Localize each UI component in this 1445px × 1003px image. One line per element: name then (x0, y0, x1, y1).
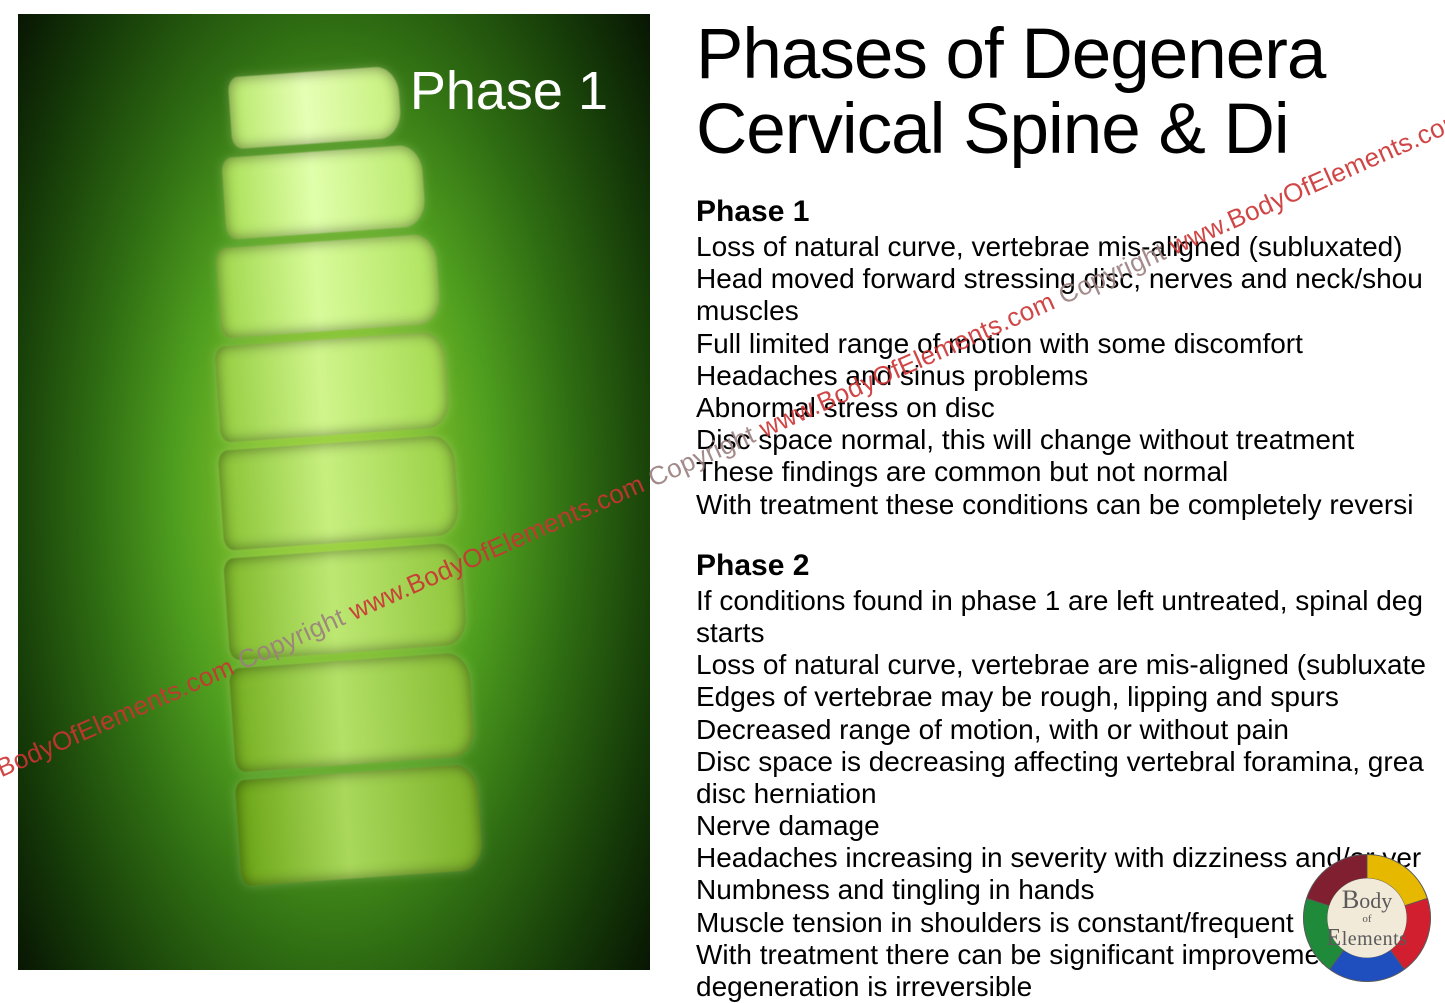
logo-word-elements: Elements (1327, 926, 1408, 950)
phase-line: Loss of natural curve, vertebrae are mis… (696, 649, 1445, 681)
phase-line: Head moved forward stressing disc, nerve… (696, 263, 1445, 295)
phase-heading: Phase 1 (696, 195, 1445, 229)
phase-line: Disc space is decreasing affecting verte… (696, 746, 1445, 778)
left-column: Phase 1 (0, 0, 670, 994)
page: Phase 1 Phases of Degenera Cervical Spin… (0, 0, 1445, 994)
phase-line: Loss of natural curve, vertebrae mis-ali… (696, 231, 1445, 263)
vertebra (228, 66, 403, 150)
phase-line: Disc space normal, this will change with… (696, 424, 1445, 456)
vertebra (214, 331, 450, 443)
xray-image: Phase 1 (18, 14, 650, 970)
vertebra (221, 144, 426, 240)
phase-line: Full limited range of motion with some d… (696, 328, 1445, 360)
logo-word-body: Body (1342, 886, 1393, 912)
vertebra (223, 543, 468, 661)
phase-line: disc herniation (696, 778, 1445, 810)
phase-line: muscles (696, 295, 1445, 327)
phase-line: These findings are common but not normal (696, 456, 1445, 488)
phase-line: starts (696, 617, 1445, 649)
brand-logo: Body of Elements (1301, 852, 1433, 984)
logo-word-of: of (1362, 914, 1371, 925)
phase-heading: Phase 2 (696, 549, 1445, 583)
phase-line: Edges of vertebrae may be rough, lipping… (696, 681, 1445, 713)
phase-line: Nerve damage (696, 810, 1445, 842)
title-line-2: Cervical Spine & Di (696, 90, 1289, 169)
logo-text: Body of Elements (1301, 852, 1433, 984)
vertebra (229, 652, 476, 772)
title-line-1: Phases of Degenera (696, 15, 1325, 94)
vertebra (235, 764, 484, 887)
phase-line: Headaches and sinus problems (696, 360, 1445, 392)
phase-line: With treatment these conditions can be c… (696, 489, 1445, 521)
phase-line: Abnormal stress on disc (696, 392, 1445, 424)
right-column: Phases of Degenera Cervical Spine & Di P… (670, 0, 1445, 994)
phase-line: Decreased range of motion, with or witho… (696, 714, 1445, 746)
xray-phase-label: Phase 1 (410, 60, 608, 122)
phase-block: Phase 1Loss of natural curve, vertebrae … (696, 195, 1445, 521)
vertebra (218, 435, 460, 551)
page-title: Phases of Degenera Cervical Spine & Di (696, 18, 1445, 167)
phase-line: If conditions found in phase 1 are left … (696, 585, 1445, 617)
vertebra (215, 234, 441, 339)
